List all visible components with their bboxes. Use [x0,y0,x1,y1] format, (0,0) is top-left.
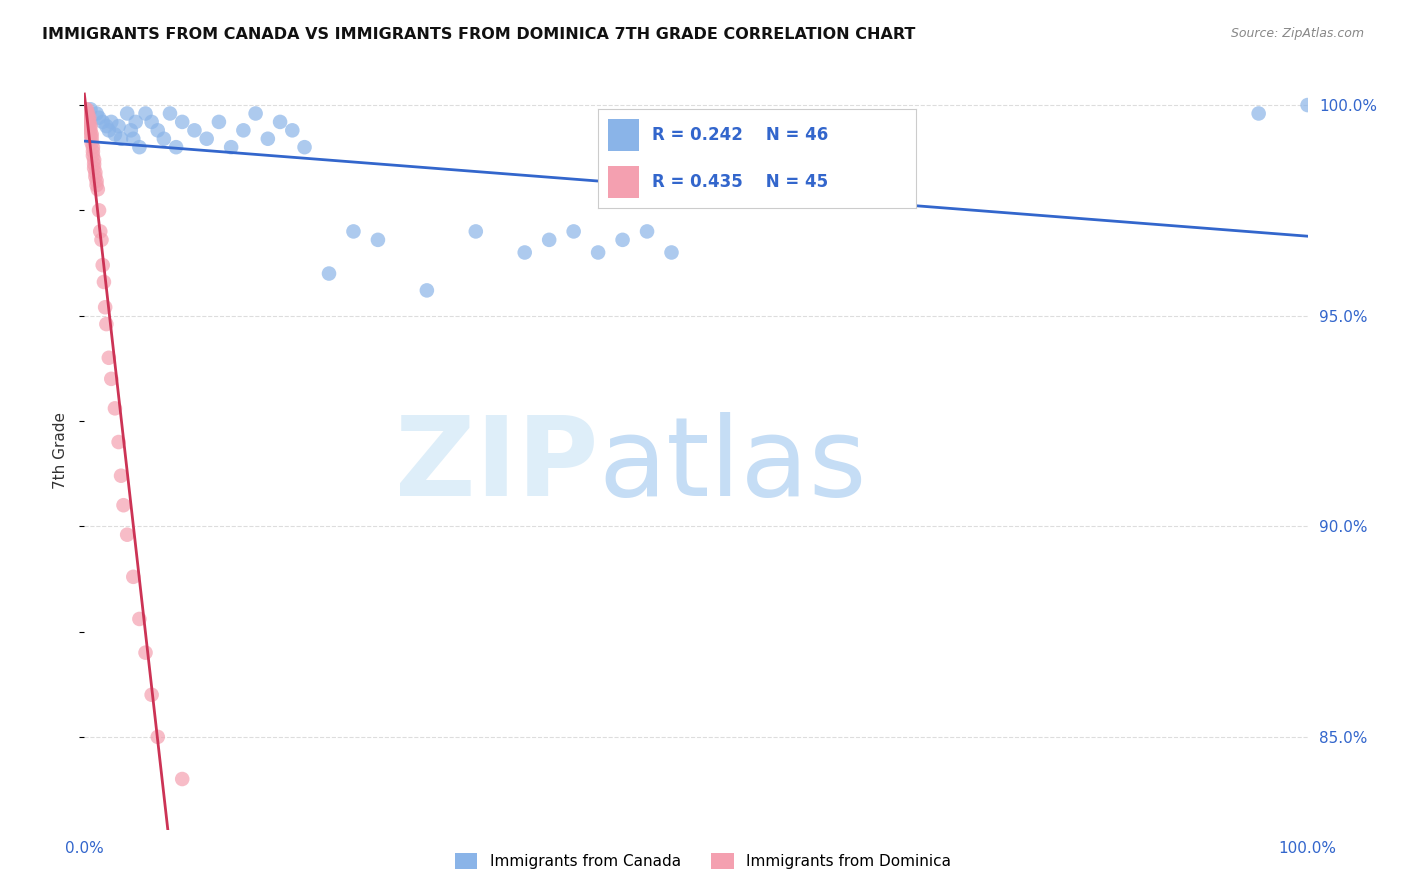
Point [464,224,486,238]
Point [77,106,100,120]
Point [87,203,110,218]
Point [318,267,340,281]
Legend: Immigrants from Canada, Immigrants from Dominica: Immigrants from Canada, Immigrants from … [449,847,957,875]
Point [83,153,105,167]
Point [96,119,118,133]
Point [86,178,108,192]
Point [87,182,110,196]
Point [76,106,98,120]
Text: atlas: atlas [598,412,866,519]
Point [661,245,683,260]
Point [80,136,103,150]
Point [75,102,97,116]
Point [165,140,187,154]
Point [135,106,157,120]
Point [513,245,536,260]
Point [208,115,231,129]
Point [107,435,129,450]
Point [294,140,316,154]
Point [128,140,150,154]
Point [612,233,634,247]
Point [97,351,120,365]
Point [80,128,103,142]
Point [1247,106,1270,120]
Point [172,772,194,786]
Point [93,275,115,289]
Point [115,527,138,541]
Point [122,570,145,584]
Y-axis label: 7th Grade: 7th Grade [53,412,69,489]
Point [115,106,138,120]
Point [122,132,145,146]
Point [82,145,104,159]
Point [82,148,104,162]
Point [562,224,585,238]
Point [94,300,117,314]
Point [82,140,104,154]
Point [84,169,107,184]
Point [281,123,304,137]
Point [269,115,291,129]
Text: ZIP: ZIP [395,412,598,519]
Point [89,224,111,238]
Point [107,119,129,133]
Point [104,128,127,142]
Point [79,119,101,133]
Point [91,115,114,129]
Point [79,123,101,137]
Point [367,233,389,247]
Point [91,258,114,272]
Point [636,224,658,238]
Point [100,372,122,386]
Point [257,132,280,146]
Point [77,111,100,125]
Point [120,123,142,137]
Point [97,123,120,137]
Point [79,102,101,116]
Point [219,140,242,154]
Point [586,245,609,260]
Point [77,111,100,125]
Point [79,128,101,142]
Point [232,123,254,137]
Point [83,161,105,176]
Point [195,132,218,146]
Point [110,468,132,483]
Point [86,106,108,120]
Point [76,102,98,116]
Point [83,157,105,171]
Point [183,123,205,137]
Point [125,115,148,129]
Point [100,115,122,129]
Point [141,115,163,129]
Point [172,115,194,129]
Point [84,165,107,179]
Point [128,612,150,626]
Point [135,646,157,660]
Point [87,111,110,125]
Point [146,123,169,137]
Point [112,498,135,512]
Point [153,132,176,146]
Point [110,132,132,146]
Point [1296,98,1319,112]
Point [416,284,439,298]
Text: IMMIGRANTS FROM CANADA VS IMMIGRANTS FROM DOMINICA 7TH GRADE CORRELATION CHART: IMMIGRANTS FROM CANADA VS IMMIGRANTS FRO… [42,27,915,42]
Point [159,106,181,120]
Point [245,106,267,120]
Point [86,174,108,188]
Point [77,115,100,129]
Point [96,317,118,331]
Point [342,224,364,238]
Point [146,730,169,744]
Point [90,233,112,247]
Point [80,132,103,146]
Point [77,119,100,133]
Point [141,688,163,702]
Point [538,233,561,247]
Text: Source: ZipAtlas.com: Source: ZipAtlas.com [1230,27,1364,40]
Point [104,401,127,416]
